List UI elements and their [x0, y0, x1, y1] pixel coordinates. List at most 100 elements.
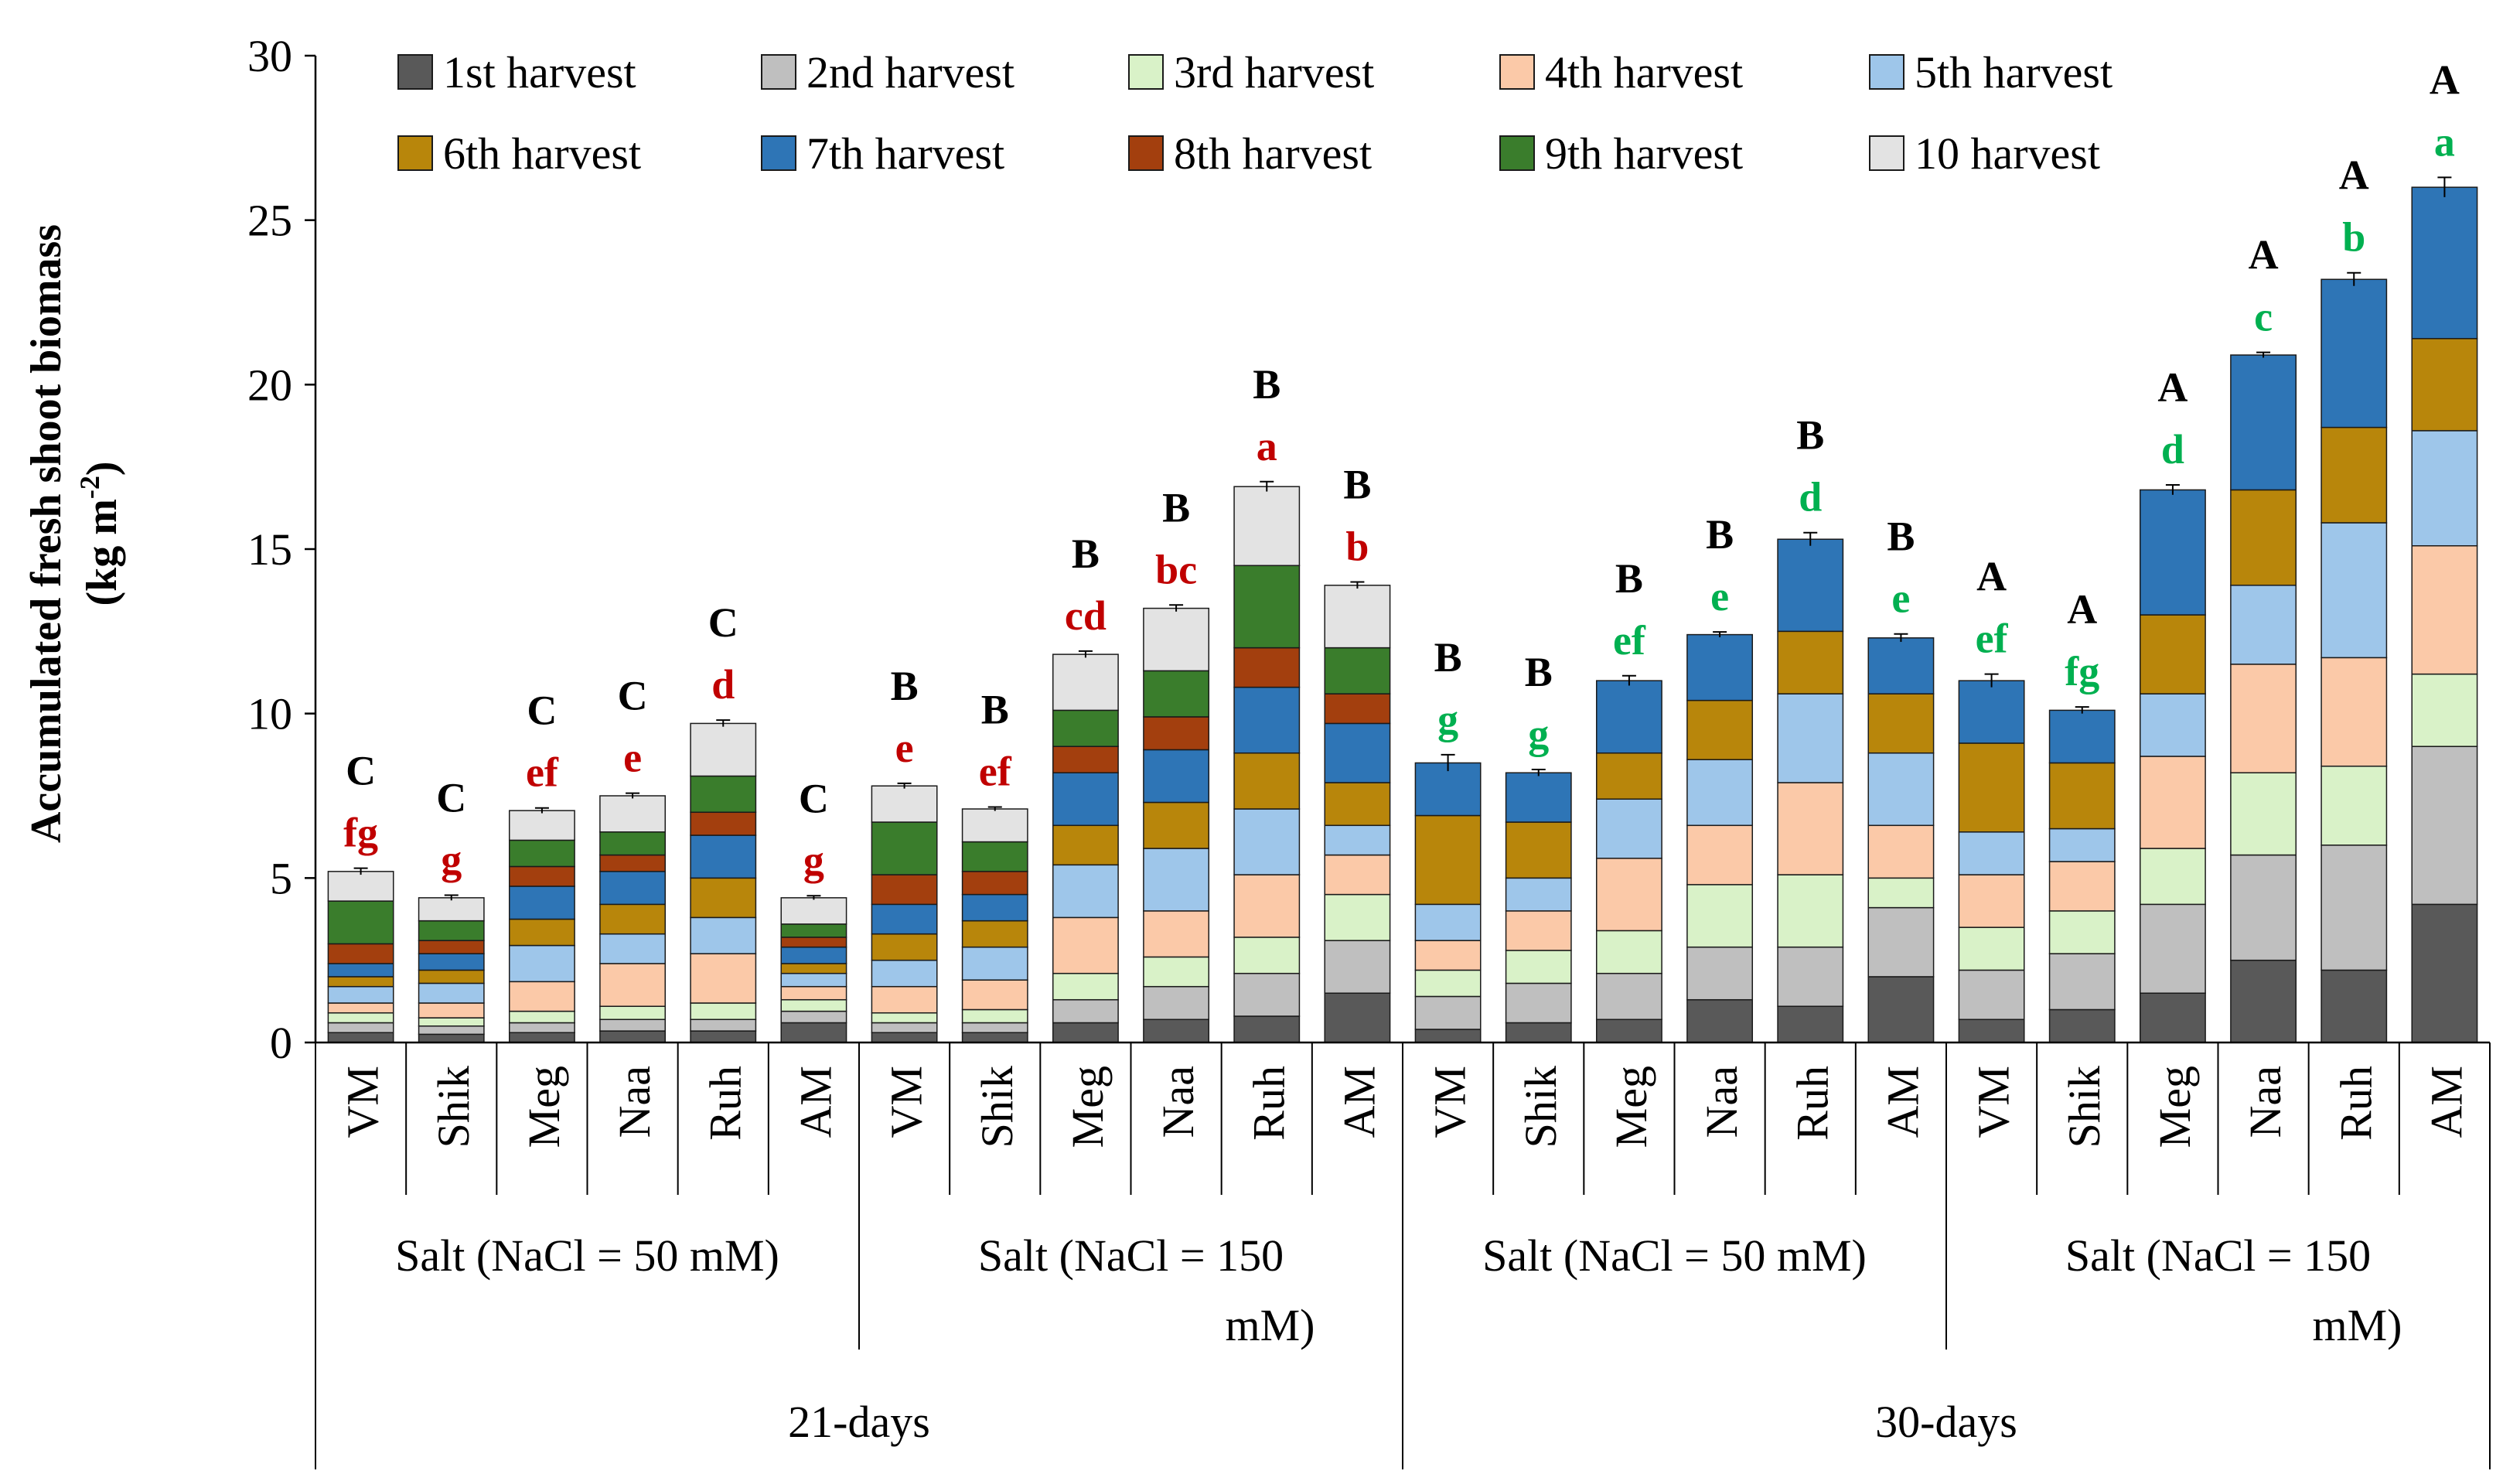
bar-segment-3 [690, 1002, 757, 1020]
bar-segment-2 [690, 1019, 757, 1032]
bar-segment-4 [599, 963, 667, 1007]
bar-segment-1 [1505, 1022, 1572, 1043]
significance-letter-upper: B [1615, 555, 1643, 602]
error-bar [1713, 631, 1727, 637]
bar-segment-3 [1777, 874, 1844, 948]
significance-letter-lower: cd [1065, 592, 1107, 639]
x-category-label: Ruh [2331, 1066, 2381, 1141]
bar-segment-3 [1052, 972, 1119, 1001]
legend-swatch [1499, 54, 1535, 90]
legend: 1st harvest 2nd harvest 3rd harvest 4th har… [397, 47, 2113, 179]
bar-segment-7 [2321, 278, 2388, 428]
x-category-label: Meg [519, 1066, 569, 1148]
bar-stack-19: ef A [1958, 554, 2025, 1043]
bar-segment-1 [871, 1032, 938, 1043]
bar-segment-5 [1324, 824, 1391, 856]
legend-swatch [1499, 135, 1535, 171]
bar-segment-6 [1505, 821, 1572, 879]
bar-segment-5 [418, 982, 485, 1004]
bar-segment-6 [2048, 762, 2116, 830]
bar-segment-2 [2230, 854, 2297, 961]
bar-segment-6 [1414, 814, 1482, 906]
significance-letter-lower: a [2434, 118, 2455, 165]
bar-segment-6 [2139, 614, 2206, 694]
group-label-line2: mM) [2313, 1300, 2402, 1350]
legend-label: 8th harvest [1174, 128, 1372, 179]
bar-segment-8 [327, 943, 394, 964]
y-tick-label: 15 [247, 524, 292, 575]
bar-segment-2 [961, 1022, 1028, 1033]
bar-segment-6 [1324, 782, 1391, 827]
bar-segment-3 [2230, 772, 2297, 856]
significance-letter-lower: g [803, 837, 824, 883]
bar-stack-3: ef C [508, 688, 575, 1043]
bar-segment-3 [2048, 910, 2116, 954]
bar-segment-7 [599, 871, 667, 906]
y-tick-label: 5 [270, 853, 292, 903]
bar-segment-7 [780, 946, 847, 964]
y-tick-label: 25 [247, 196, 292, 246]
significance-letter-lower: d [711, 661, 735, 708]
significance-letter-upper: A [2249, 232, 2279, 278]
bar-segment-6 [1686, 699, 1754, 760]
bar-segment-3 [327, 1012, 394, 1024]
legend-label: 6th harvest [443, 128, 641, 179]
bar-segment-6 [2230, 489, 2297, 586]
y-axis-unit-close: ) [78, 461, 126, 476]
bar-segment-6 [508, 918, 575, 947]
significance-letter-upper: B [1072, 531, 1100, 577]
bar-segment-7 [2139, 489, 2206, 616]
bar-segment-9 [690, 775, 757, 814]
bar-segment-1 [1958, 1019, 2025, 1043]
bar-segment-1 [418, 1033, 485, 1043]
significance-letter-upper: B [1343, 462, 1371, 508]
x-category-label: AM [2421, 1066, 2471, 1138]
x-category-label: VM [1969, 1066, 2019, 1138]
bar-segment-1 [1777, 1005, 1844, 1043]
bar-segment-4 [1414, 940, 1482, 971]
bar-segment-2 [1414, 995, 1482, 1030]
bar-stack-8: ef B [961, 686, 1028, 1043]
significance-letter-upper: B [1887, 514, 1915, 560]
x-category-label: VM [881, 1066, 932, 1138]
bar-segment-5 [1143, 848, 1210, 912]
bar-segment-7 [1958, 680, 2025, 744]
bar-segment-8 [599, 854, 667, 872]
group-label-line1: Salt (NaCl = 50 mM) [1482, 1230, 1867, 1281]
significance-letter-lower: e [1710, 573, 1729, 619]
bar-segment-7 [1143, 749, 1210, 804]
bar-segment-6 [1867, 693, 1935, 754]
bar-segment-6 [327, 976, 394, 988]
bar-segment-8 [1233, 647, 1301, 688]
bar-segment-10 [1143, 607, 1210, 672]
x-category-label: Shik [428, 1066, 479, 1148]
bar-segment-9 [508, 839, 575, 868]
bar-segment-5 [1052, 864, 1119, 919]
bar-segment-1 [508, 1032, 575, 1043]
bar-segment-5 [2048, 828, 2116, 862]
x-category-label: Ruh [1243, 1066, 1294, 1141]
legend-item-4: 4th harvest [1499, 47, 1743, 97]
bar-stack-16: eB [1686, 511, 1754, 1043]
bar-segment-6 [1143, 801, 1210, 849]
group-label-line2: mM) [1226, 1300, 1315, 1350]
bar-segment-2 [1233, 972, 1301, 1017]
bar-segment-4 [1777, 782, 1844, 875]
bar-segment-1 [1414, 1029, 1482, 1043]
bar-segment-4 [961, 979, 1028, 1011]
bar-stack-13: gB [1414, 634, 1482, 1043]
bar-segment-3 [961, 1008, 1028, 1024]
significance-letter-upper: C [346, 748, 376, 794]
legend-label: 9th harvest [1545, 128, 1743, 179]
significance-letter-upper: A [2157, 364, 2188, 411]
bar-segment-4 [1324, 854, 1391, 896]
legend-swatch [1128, 54, 1164, 90]
bar-segment-6 [418, 969, 485, 984]
legend-swatch [397, 135, 433, 171]
bar-segment-7 [1233, 686, 1301, 754]
error-bar [444, 894, 459, 901]
legend-label: 5th harvest [1915, 47, 2113, 97]
error-bar [626, 792, 640, 799]
group-label-line1: Salt (NaCl = 50 mM) [395, 1230, 779, 1281]
